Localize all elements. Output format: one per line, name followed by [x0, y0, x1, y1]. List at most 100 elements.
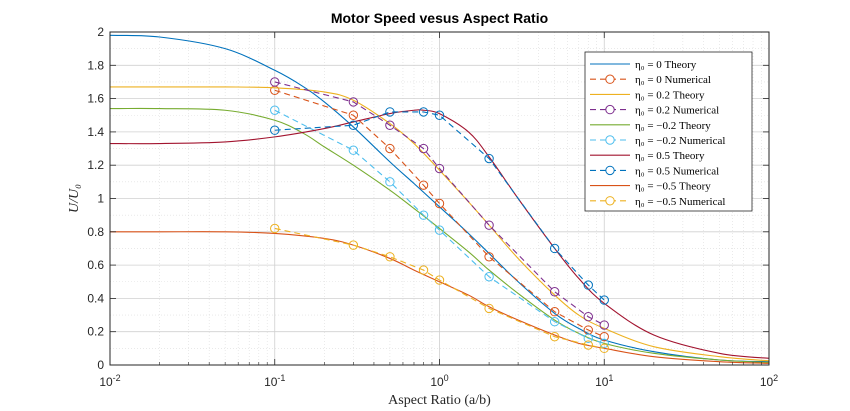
data-point — [385, 120, 395, 130]
legend-entry: η₀ = 0.5 Theory — [590, 150, 705, 162]
data-point — [549, 317, 560, 327]
tick-marks — [109, 31, 770, 366]
data-point — [484, 272, 494, 282]
legend-label: η₀ = 0.2 Theory — [635, 89, 705, 101]
x-axis-label: Aspect Ratio (a/b) — [388, 393, 491, 408]
y-tick-label: 1.4 — [87, 125, 104, 139]
legend-entry: η₀ = 0 Numerical — [590, 74, 711, 86]
series-0 — [109, 34, 770, 363]
x-tick-labels: 10-2 10-1 100 101 102 — [99, 373, 778, 389]
data-point — [583, 280, 593, 290]
series-4 — [109, 107, 770, 364]
legend-entry: η₀ = 0 Theory — [590, 59, 697, 71]
data-point — [348, 240, 359, 250]
y-tick-labels: 0 0.2 0.4 0.6 0.8 1 1.2 1.4 1.6 1.8 2 — [87, 25, 104, 372]
legend-label: η₀ = 0.2 Numerical — [635, 105, 719, 117]
y-tick-label: 1.2 — [87, 158, 104, 172]
data-point — [599, 331, 609, 342]
data-point — [385, 143, 395, 154]
data-point — [599, 343, 609, 354]
legend-marker — [605, 165, 615, 176]
data-point — [348, 120, 359, 130]
data-point — [549, 243, 560, 254]
legend-label: η₀ = −0.2 Numerical — [635, 135, 725, 147]
data-point — [583, 333, 593, 344]
series-6 — [109, 109, 770, 359]
y-tick-label: 0.6 — [87, 258, 104, 272]
data-point — [583, 312, 593, 322]
series-3 — [270, 77, 609, 330]
data-point — [484, 153, 494, 164]
data-point — [549, 331, 560, 342]
legend-entry: η₀ = 0.5 Numerical — [590, 165, 719, 177]
y-tick-label: 0.4 — [87, 291, 104, 305]
data-point — [418, 265, 429, 275]
series-line — [274, 89, 605, 338]
data-point — [418, 210, 429, 220]
legend-marker — [605, 74, 615, 84]
y-tick-label: 0.8 — [87, 225, 104, 239]
data-point — [434, 163, 445, 174]
x-tick-label: 10-1 — [264, 373, 285, 389]
data-point — [270, 223, 280, 234]
data-point — [599, 320, 609, 330]
legend-label: η₀ = 0 Numerical — [635, 74, 711, 86]
data-point — [270, 77, 280, 87]
x-tick-label: 101 — [595, 373, 613, 389]
series-line — [274, 81, 605, 326]
legend-entry: η₀ = 0.2 Theory — [590, 89, 705, 101]
y-tick-label: 1 — [97, 192, 104, 206]
series-line — [274, 109, 605, 344]
x-tick-label: 100 — [430, 373, 448, 389]
legend-entry: η₀ = −0.5 Numerical — [590, 196, 725, 208]
series-line — [109, 34, 770, 363]
data-point — [385, 252, 395, 262]
y-tick-label: 0 — [97, 358, 104, 372]
data-point — [599, 295, 609, 305]
x-tick-label: 102 — [760, 373, 778, 389]
series-7 — [270, 107, 609, 305]
legend-label: η₀ = −0.2 Theory — [635, 120, 711, 132]
y-tick-label: 1.6 — [87, 92, 104, 106]
legend-marker — [605, 196, 615, 206]
data-point — [418, 180, 429, 190]
series-line — [109, 109, 770, 359]
y-tick-label: 0.2 — [87, 325, 104, 339]
data-point — [484, 252, 494, 262]
data-point — [270, 105, 280, 115]
chart-title: Motor Speed vesus Aspect Ratio — [331, 10, 548, 26]
legend-entry: η₀ = −0.2 Theory — [590, 120, 711, 132]
series-5 — [270, 105, 609, 349]
series-line — [109, 107, 770, 364]
series-line — [274, 227, 605, 349]
data-point — [434, 275, 445, 285]
y-tick-label: 2 — [97, 25, 104, 39]
legend-label: η₀ = −0.5 Theory — [635, 181, 711, 193]
legend-label: η₀ = −0.5 Numerical — [635, 196, 725, 208]
y-axis-label: U/U₀ — [67, 184, 82, 213]
data-point — [348, 145, 359, 155]
data-point — [385, 107, 395, 117]
legend-marker — [605, 104, 615, 115]
series-9 — [270, 223, 609, 354]
legend-entry: η₀ = −0.2 Numerical — [590, 135, 725, 147]
legend-entry: η₀ = 0.2 Numerical — [590, 105, 719, 117]
data-point — [385, 177, 395, 187]
data-point — [434, 110, 445, 120]
data-point — [599, 338, 609, 349]
y-tick-label: 1.8 — [87, 58, 104, 72]
legend: η₀ = 0 Theory η₀ = 0 Numerical η₀ = 0.2 Th… — [584, 51, 753, 212]
series-line — [274, 111, 605, 301]
x-tick-label: 10-2 — [99, 373, 120, 389]
data-point — [484, 303, 494, 314]
data-point — [418, 143, 429, 154]
data-point — [418, 107, 429, 117]
legend-label: η₀ = 0 Theory — [635, 59, 697, 71]
data-point — [549, 287, 560, 297]
legend-label: η₀ = 0.5 Theory — [635, 150, 705, 162]
legend-entry: η₀ = −0.5 Theory — [590, 181, 711, 193]
data-point — [348, 97, 359, 107]
data-point — [484, 220, 494, 230]
data-point — [270, 125, 280, 135]
